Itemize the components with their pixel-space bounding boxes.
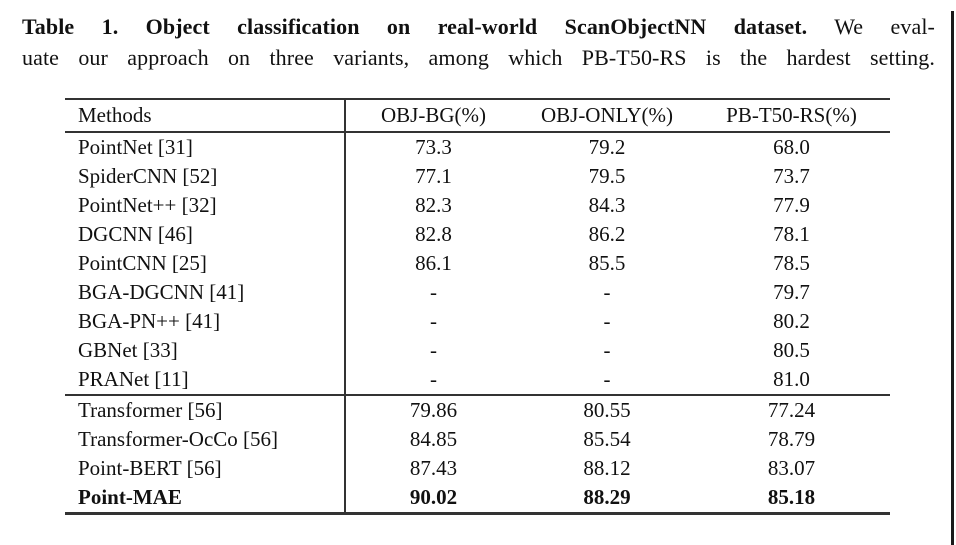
value-cell: 77.24 [767,398,816,422]
value-cell: 78.1 [773,222,810,246]
header-row: Methods OBJ-BG(%) OBJ-ONLY(%) PB-T50-RS(… [65,99,890,132]
value-cell: 85.54 [583,427,631,451]
col-header-obj-bg: OBJ-BG(%) [381,103,486,127]
value-cell: 88.12 [583,456,631,480]
value-cell: 90.02 [409,485,458,509]
value-cell: - [603,367,611,391]
value-cell: 79.86 [409,398,458,422]
value-cell: 83.07 [767,456,816,480]
method-cell: Transformer-OcCo [56] [65,425,346,454]
value-cell: - [430,367,437,391]
value-cell: 85.18 [767,485,816,509]
table-row: BGA-DGCNN [41] - - 79.7 [65,278,890,307]
value-cell: 68.0 [773,135,810,159]
value-cell: 88.29 [583,485,631,509]
value-cell: 86.2 [588,222,626,246]
value-cell: - [430,309,437,333]
method-cell: Point-MAE [65,483,346,514]
table-row: Transformer-OcCo [56] 84.85 85.54 78.79 [65,425,890,454]
value-cell: 77.1 [415,164,452,188]
method-cell: GBNet [33] [65,336,346,365]
page: { "caption": { "title_bold": "Table 1. O… [0,11,956,545]
value-cell: - [603,338,611,362]
method-cell: BGA-DGCNN [41] [65,278,346,307]
value-cell: 79.5 [588,164,626,188]
value-cell: 73.3 [415,135,452,159]
table-row: PRANet [11] - - 81.0 [65,365,890,395]
value-cell: 73.7 [773,164,810,188]
value-cell: - [430,338,437,362]
method-cell: PointNet++ [32] [65,191,346,220]
table-row: PointNet++ [32] 82.3 84.3 77.9 [65,191,890,220]
caption-line2: uate our approach on three variants, amo… [22,45,935,70]
value-cell: 80.2 [773,309,810,333]
method-cell: PRANet [11] [65,365,346,395]
method-cell: BGA-PN++ [41] [65,307,346,336]
value-cell: 84.3 [588,193,626,217]
value-cell: - [603,280,611,304]
caption-line1-rest: We eval- [807,14,935,39]
table-row: BGA-PN++ [41] - - 80.2 [65,307,890,336]
value-cell: 84.85 [409,427,458,451]
results-table: Methods OBJ-BG(%) OBJ-ONLY(%) PB-T50-RS(… [65,98,890,515]
page-edge-rule [951,11,954,545]
col-header-methods: Methods [65,99,346,132]
col-header-obj-only: OBJ-ONLY(%) [540,103,674,127]
value-cell: 78.5 [773,251,810,275]
table-row: Point-BERT [56] 87.43 88.12 83.07 [65,454,890,483]
value-cell: 82.8 [415,222,452,246]
col-header-pb-t50-rs: PB-T50-RS(%) [726,103,857,127]
method-cell: Point-BERT [56] [65,454,346,483]
value-cell: 81.0 [773,367,810,391]
table-caption: Table 1. Object classification on real-w… [22,11,935,73]
method-cell: DGCNN [46] [65,220,346,249]
table-row: PointNet [31] 73.3 79.2 68.0 [65,132,890,162]
value-cell: 87.43 [409,456,458,480]
table-row: GBNet [33] - - 80.5 [65,336,890,365]
value-cell: 85.5 [588,251,626,275]
value-cell: 82.3 [415,193,452,217]
method-cell: SpiderCNN [52] [65,162,346,191]
value-cell: 80.5 [773,338,810,362]
table-row: SpiderCNN [52] 77.1 79.5 73.7 [65,162,890,191]
table-row: Transformer [56] 79.86 80.55 77.24 [65,395,890,425]
paper-figure-region: Table 1. Object classification on real-w… [0,11,956,515]
value-cell: - [603,309,611,333]
table-row: PointCNN [25] 86.1 85.5 78.5 [65,249,890,278]
value-cell: 79.7 [773,280,810,304]
method-cell: PointNet [31] [65,132,346,162]
method-cell: PointCNN [25] [65,249,346,278]
table-row-point-mae: Point-MAE 90.02 88.29 85.18 [65,483,890,514]
table-row: DGCNN [46] 82.8 86.2 78.1 [65,220,890,249]
value-cell: 77.9 [773,193,810,217]
value-cell: 79.2 [588,135,626,159]
caption-title: Table 1. Object classification on real-w… [22,14,808,39]
value-cell: - [430,280,437,304]
method-cell: Transformer [56] [65,395,346,425]
value-cell: 78.79 [767,427,816,451]
value-cell: 86.1 [415,251,452,275]
value-cell: 80.55 [583,398,631,422]
